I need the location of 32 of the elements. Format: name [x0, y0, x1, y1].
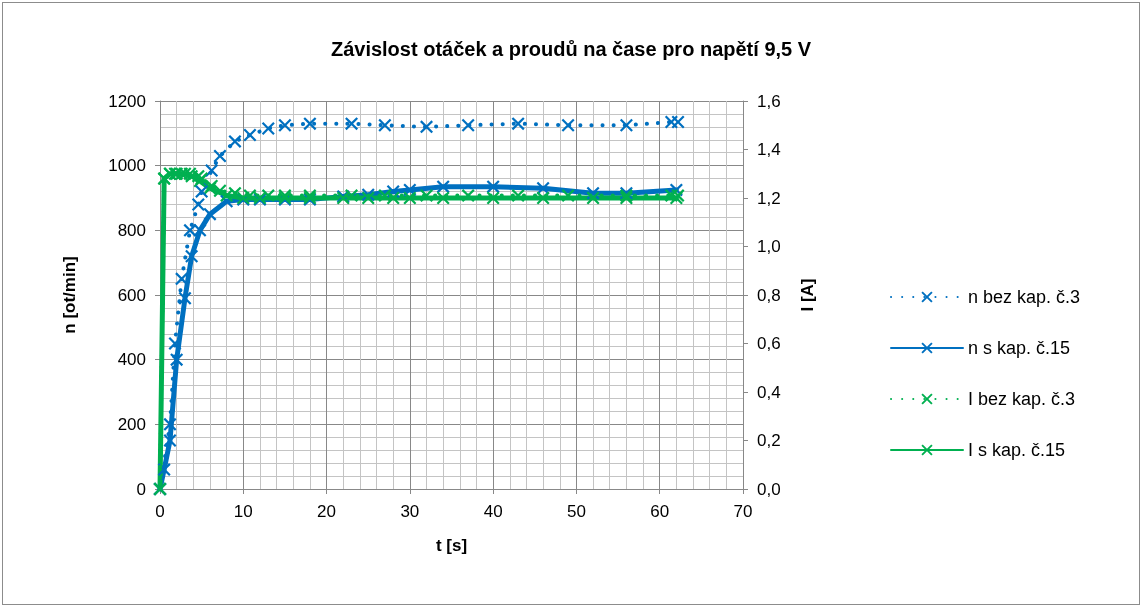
y-tick-label: 600: [117, 285, 146, 305]
y2-tick-label: 0,6: [757, 334, 781, 353]
y2-tick-label: 1,2: [757, 188, 781, 208]
y-tick-label: 400: [117, 350, 146, 370]
x-tick-label: 10: [233, 502, 253, 521]
x-tick-label: 40: [483, 502, 503, 521]
y2-tick-label: 1,4: [757, 140, 781, 159]
y2-tick-label: 0,8: [757, 285, 781, 305]
x-axis-title: t [s]: [435, 536, 468, 555]
y-tick-label: 0: [136, 479, 146, 499]
chart-title: Závislost otáček a proudů na čase pro napětí 9,5 V: [330, 38, 812, 60]
y2-axis-title: I [A]: [798, 278, 817, 312]
x-tick-label: 20: [317, 502, 337, 521]
legend-label: n s kap. č.15: [968, 338, 1071, 358]
y-tick-label: 1200: [108, 91, 146, 111]
x-tick-label: 70: [733, 502, 753, 521]
y2-tick-label: 0,0: [757, 479, 781, 499]
y-tick-label: 1000: [108, 156, 146, 176]
y2-tick-label: 1,0: [757, 237, 781, 256]
y2-tick-label: 1,6: [757, 91, 781, 111]
y-axis-title: n [ot/min]: [60, 256, 79, 334]
x-tick-label: 60: [650, 502, 670, 521]
y2-tick-label: 0,2: [757, 431, 781, 450]
x-tick-label: 30: [400, 502, 420, 521]
y-tick-label: 800: [117, 220, 146, 240]
legend-label: n bez kap. č.3: [968, 287, 1081, 307]
legend-label: I s kap. č.15: [968, 440, 1066, 460]
y-tick-label: 200: [117, 414, 146, 434]
x-tick-label: 50: [566, 502, 586, 521]
x-tick-label: 0: [155, 502, 165, 521]
legend-label: I bez kap. č.3: [968, 389, 1076, 409]
y2-tick-label: 0,4: [757, 382, 781, 402]
